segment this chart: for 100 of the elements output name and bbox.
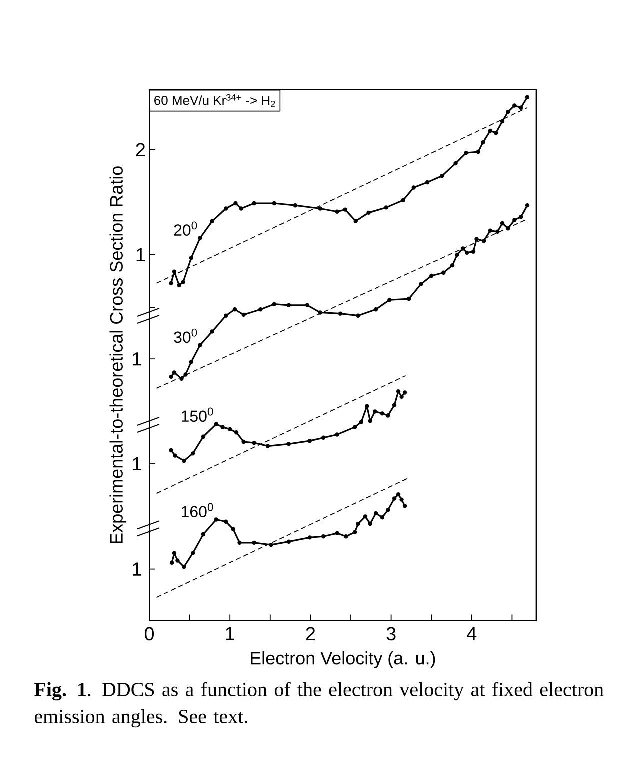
point [180, 376, 184, 382]
point [365, 404, 370, 408]
series-label: 160$^{0}$ [182, 503, 214, 518]
point [184, 372, 188, 377]
point [308, 438, 312, 444]
point [401, 198, 406, 202]
point [506, 110, 510, 114]
point [269, 542, 274, 548]
point [234, 430, 239, 435]
point [169, 281, 174, 286]
point [220, 425, 225, 430]
point [190, 452, 196, 456]
point [210, 330, 214, 334]
point [425, 180, 430, 185]
point [373, 410, 378, 414]
point [266, 444, 270, 448]
point [354, 219, 358, 224]
point [482, 239, 486, 244]
point [402, 390, 408, 395]
point [356, 522, 360, 526]
point [368, 522, 372, 526]
point [190, 551, 196, 556]
point [392, 403, 397, 408]
point [335, 210, 340, 214]
point [231, 527, 236, 532]
point [406, 296, 412, 302]
point [525, 203, 530, 208]
point [374, 511, 378, 516]
point [481, 140, 486, 145]
point [335, 531, 340, 536]
point [318, 310, 322, 315]
point [182, 458, 186, 464]
point [396, 492, 401, 497]
point [170, 560, 174, 565]
annotation: 60 MeV/u Kr$^{34+}$ -> H$_{2}$ [154, 94, 276, 108]
x-tick-label: 3 [386, 627, 396, 641]
point [402, 504, 408, 508]
point [232, 308, 238, 312]
point [198, 236, 202, 240]
point [506, 226, 510, 231]
point [322, 436, 326, 440]
point [412, 186, 416, 190]
point [198, 343, 202, 348]
point [322, 534, 326, 539]
point [368, 418, 372, 424]
point [352, 530, 358, 534]
point [419, 282, 424, 286]
point [214, 422, 219, 426]
point [238, 540, 242, 546]
point [374, 308, 378, 312]
point [442, 270, 446, 275]
point [286, 540, 292, 544]
point [352, 425, 358, 430]
point [338, 312, 343, 316]
point [488, 128, 493, 134]
series-label: 30$^{0}$ [174, 328, 198, 344]
point [181, 280, 186, 284]
point [366, 210, 371, 216]
point [512, 218, 517, 222]
point [308, 536, 312, 540]
point [272, 201, 277, 206]
point [460, 246, 466, 251]
point [228, 427, 232, 432]
point [474, 237, 479, 242]
point [189, 360, 194, 364]
point [172, 370, 177, 375]
point [500, 119, 505, 124]
point [182, 564, 186, 570]
point [386, 414, 390, 418]
point [464, 150, 468, 156]
point [380, 516, 385, 520]
point [252, 540, 256, 546]
point [234, 201, 238, 206]
point [380, 412, 385, 416]
point [239, 206, 244, 211]
point [386, 508, 390, 512]
point [525, 95, 530, 100]
text: Fig. 1. DDCS as a function of the electron velocity at fixed electron emission angles. See text. [34, 682, 604, 728]
point [177, 283, 182, 288]
point [488, 228, 493, 233]
point [400, 394, 404, 400]
point [258, 308, 263, 312]
point [169, 374, 174, 380]
point [214, 518, 219, 522]
x-tick-label: 0 [144, 627, 154, 641]
x-axis-title: Electron Velocity (a. u.) [251, 652, 436, 668]
point [476, 150, 480, 154]
point [172, 551, 177, 556]
point [496, 230, 500, 234]
point [305, 303, 310, 308]
point [464, 250, 470, 256]
point [169, 448, 174, 453]
point [494, 130, 498, 136]
point [384, 206, 389, 210]
point [189, 256, 194, 260]
x-tick-label: 4 [467, 627, 477, 640]
legend-label: 150$^{0}$ [182, 408, 214, 422]
point [176, 558, 180, 563]
point [242, 440, 246, 444]
point [512, 104, 517, 108]
